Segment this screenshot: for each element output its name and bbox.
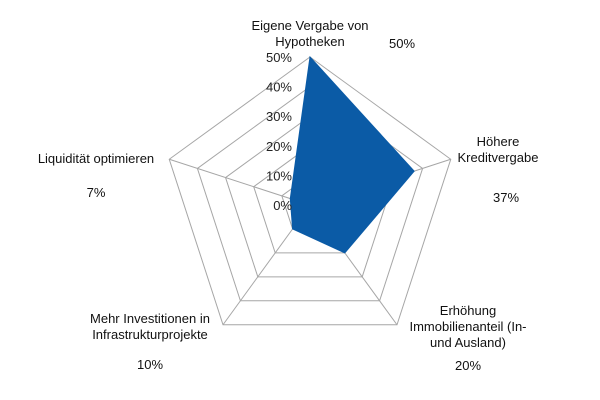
category-label-line: Liquidität optimieren [38, 151, 154, 166]
category-label-line: Erhöhung [440, 303, 496, 318]
value-label: 37% [493, 190, 519, 205]
value-label: 10% [137, 357, 163, 372]
category-label: Mehr Investitionen in Infrastrukturprojek… [90, 311, 210, 342]
grid-ring [168, 56, 452, 326]
tick-label: 40% [266, 80, 292, 95]
category-label: Erhöhung Immobilienanteil (In-und Ausland… [409, 303, 526, 350]
value-label: 20% [455, 358, 481, 373]
radar-series [289, 55, 415, 254]
tick-label: 20% [266, 139, 292, 154]
category-label-line: Eigene Vergabe von [251, 18, 368, 33]
tick-label: 10% [266, 168, 292, 183]
category-label: Eigene Vergabe von Hypotheken [251, 18, 368, 49]
category-label-line: Höhere [477, 134, 520, 149]
category-label-line: Immobilienanteil (In- [409, 319, 526, 334]
value-label: 7% [87, 185, 106, 200]
series-area [289, 55, 415, 254]
category-label-line: und Ausland) [430, 335, 506, 350]
radar-tick-labels: 0% 10% 20% 30% 40% 50% [266, 50, 292, 213]
category-label: Höhere Kreditvergabe [458, 134, 539, 165]
category-label-line: Kreditvergabe [458, 150, 539, 165]
category-label-line: Hypotheken [275, 34, 344, 49]
tick-label: 50% [266, 50, 292, 65]
grid-spoke [169, 158, 311, 206]
tick-label: 0% [273, 198, 292, 213]
radar-category-labels: Eigene Vergabe von Hypotheken Höhere Kredit… [38, 18, 539, 350]
category-label-line: Mehr Investitionen in [90, 311, 210, 326]
category-label: Liquidität optimieren [38, 151, 154, 166]
tick-label: 30% [266, 109, 292, 124]
radar-value-labels: 50% 37% 20% 10% 7% [87, 36, 520, 373]
grid-ring [196, 85, 424, 302]
category-label-line: Infrastrukturprojekte [92, 327, 208, 342]
value-label: 50% [389, 36, 415, 51]
